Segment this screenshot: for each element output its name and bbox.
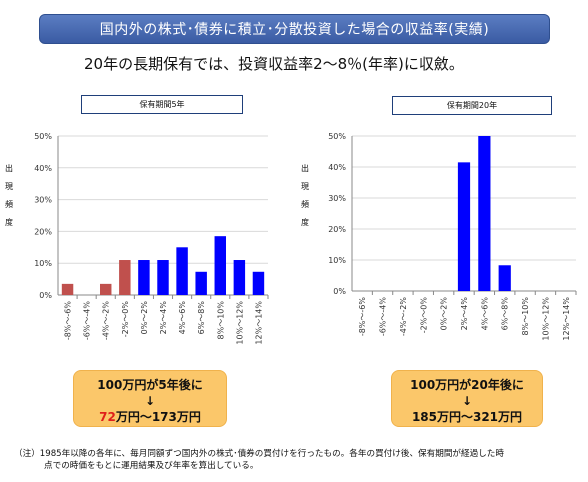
bar xyxy=(233,260,246,295)
x-tick-label: 2%～4% xyxy=(159,301,168,335)
x-tick-label: -2%～0% xyxy=(419,297,428,334)
x-tick-label: 8%～10% xyxy=(521,297,530,336)
bar xyxy=(498,265,511,291)
result-20y-line1: 100万円が20年後に xyxy=(410,378,524,392)
y-axis-label-5y: 出現頻度 xyxy=(5,164,13,227)
y-tick-label: 30% xyxy=(34,196,52,205)
down-arrow-icon: ↓ xyxy=(144,394,156,408)
y-tick-label: 30% xyxy=(328,194,346,203)
bar xyxy=(478,136,491,291)
bar xyxy=(214,236,226,295)
y-axis-label-20y: 出現頻度 xyxy=(301,164,309,227)
y-tick-label: 0% xyxy=(333,287,346,296)
chart-title-20y: 保有期間20年 xyxy=(392,96,552,115)
down-arrow-icon: ↓ xyxy=(461,394,473,408)
bar xyxy=(252,271,265,295)
x-tick-label: 6%～8% xyxy=(197,301,206,335)
bar xyxy=(138,260,150,295)
y-tick-label: 50% xyxy=(328,132,346,141)
bar xyxy=(176,247,188,295)
x-tick-label: 4%～6% xyxy=(480,297,489,331)
x-tick-label: -6%～-4% xyxy=(83,301,92,341)
y-tick-label: 40% xyxy=(328,163,346,172)
y-tick-label: 10% xyxy=(328,256,346,265)
result-20y-range: 185万円～321万円 xyxy=(411,410,523,424)
y-tick-label: 10% xyxy=(34,259,52,268)
x-tick-label: -8%～-6% xyxy=(358,297,367,337)
footnote: （注）1985年以降の各年に、毎月同額ずつ国内外の株式･債券の買付けを行ったもの… xyxy=(14,449,504,471)
x-tick-label: -2%～0% xyxy=(121,301,130,338)
result-5y-range: 72万円～173万円 xyxy=(99,410,201,424)
y-tick-label: 20% xyxy=(34,227,52,236)
x-tick-label: -8%～-6% xyxy=(64,301,73,341)
x-tick-label: 0%～2% xyxy=(440,297,449,331)
bar xyxy=(100,283,112,295)
y-tick-label: 40% xyxy=(34,164,52,173)
x-tick-label: -6%～-4% xyxy=(379,297,388,337)
bar xyxy=(457,162,471,291)
chart-title-5y: 保有期間5年 xyxy=(81,95,243,114)
bar xyxy=(119,260,131,295)
x-tick-label: -4%～-2% xyxy=(102,301,111,341)
x-tick-label: 2%～4% xyxy=(460,297,469,331)
page-title: 国内外の株式･債券に積立･分散投資した場合の収益率(実績) xyxy=(39,14,550,44)
bar xyxy=(61,283,74,295)
y-tick-label: 50% xyxy=(34,132,52,141)
x-tick-label: -4%～-2% xyxy=(399,297,408,337)
page-subtitle: 20年の長期保有では、投資収益率2～8％(年率)に収斂。 xyxy=(84,55,464,73)
bar xyxy=(195,271,207,295)
result-box-20y: 100万円が20年後に ↓ 185万円～321万円 xyxy=(391,370,543,427)
y-tick-label: 20% xyxy=(328,225,346,234)
y-tick-label: 0% xyxy=(39,291,52,300)
x-tick-label: 4%～6% xyxy=(178,301,187,335)
result-5y-line1: 100万円が5年後に xyxy=(97,378,203,392)
x-tick-label: 12%～14% xyxy=(254,301,263,345)
result-box-5y: 100万円が5年後に ↓ 72万円～173万円 xyxy=(73,370,227,427)
x-tick-label: 12%～14% xyxy=(562,297,571,341)
x-tick-label: 8%～10% xyxy=(216,301,225,340)
x-tick-label: 10%～12% xyxy=(235,301,244,345)
chart-20y: 0% 10% 20% 30% 40% 50% -8%～-6% -6%～-4% -4%～-2% -2… xyxy=(328,132,577,341)
x-tick-label: 10%～12% xyxy=(541,297,550,341)
bar xyxy=(157,260,169,295)
x-tick-label: 0%～2% xyxy=(140,301,149,335)
chart-5y: 0% 10% 20% 30% 40% 50% -8%～-6% -6%～-4% -4%～-2% -2… xyxy=(34,132,269,345)
x-tick-label: 6%～8% xyxy=(501,297,510,331)
